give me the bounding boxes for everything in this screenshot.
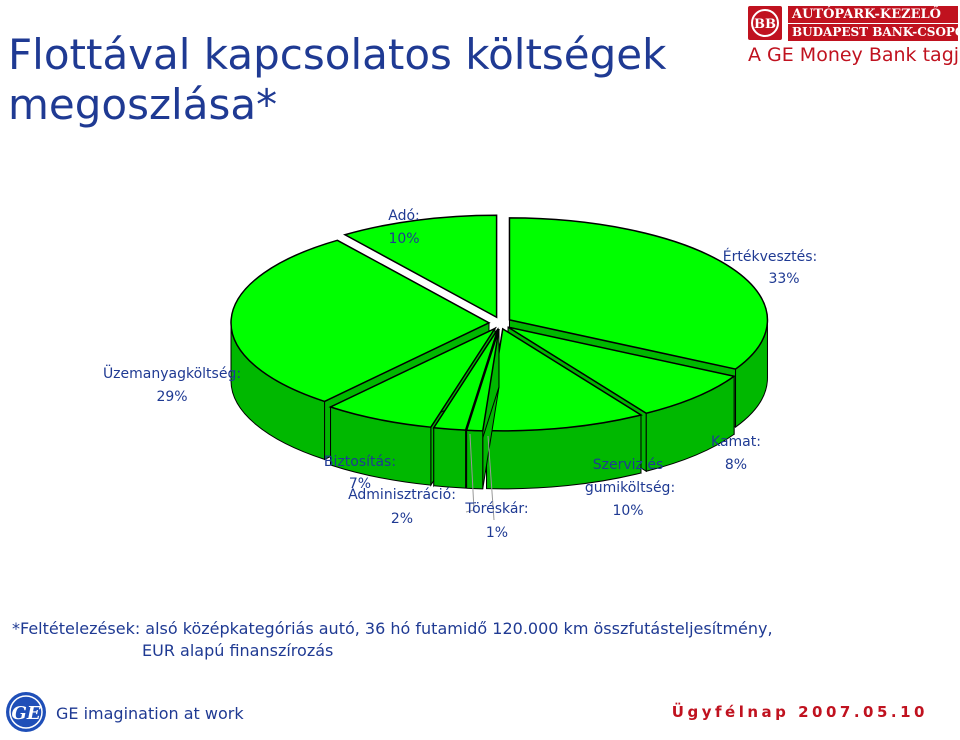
pie-slice-side <box>466 429 484 490</box>
pie-slice-top <box>328 326 498 428</box>
pie-slice-side <box>433 427 467 489</box>
pie-slice-top <box>230 239 491 403</box>
slice-label-adminisztracio: Adminisztráció: 2% <box>348 487 456 527</box>
slice-label-szerviz: Szerviz és gumiköltség: 10% <box>585 457 675 519</box>
slide-title: Flottával kapcsolatos költségek megoszlá… <box>8 30 667 129</box>
slice-label-toreskar: Töréskár: 1% <box>464 501 528 541</box>
slice-label-szerviz-name-1: Szerviz és <box>593 457 664 473</box>
pie-slices <box>230 214 769 490</box>
slice-label-szerviz-percent: 10% <box>612 503 643 519</box>
slice-label-szerviz-name-2: gumiköltség: <box>585 480 675 496</box>
slice-label-toreskar-percent: 1% <box>486 525 508 541</box>
ge-tagline: GE imagination at work <box>56 704 244 723</box>
slice-label-biztositas-percent: 7% <box>349 476 371 492</box>
slice-label-uzemanyag-percent: 29% <box>156 389 187 405</box>
assumptions-footnote: *Feltételezések: alsó középkategóriás au… <box>12 618 912 662</box>
pie-slice-szerviz-es-gumikoltseg <box>485 327 643 490</box>
autopark-brand-logo: BB AUTÓPARK-KEZELŐ BUDAPEST BANK-CSOPORT… <box>748 6 960 72</box>
ge-logo-icon: GE <box>4 690 48 734</box>
leader-lines <box>465 433 495 521</box>
brand-name-line2: BUDAPEST BANK-CSOPORT <box>788 24 960 41</box>
footnote-line-1: *Feltételezések: alsó középkategóriás au… <box>12 619 773 638</box>
slice-label-kamat-percent: 8% <box>725 457 747 473</box>
slice-label-ertekvesztes-percent: 33% <box>768 271 799 287</box>
pie-slice-top <box>432 328 499 431</box>
slice-label-adminisztracio-percent: 2% <box>391 511 413 527</box>
slice-label-toreskar-name: Töréskár: <box>464 501 528 517</box>
slice-label-uzemanyag: Üzemanyagköltség: 29% <box>103 364 241 405</box>
footnote-line-2: EUR alapú finanszírozás <box>142 641 334 660</box>
brand-tagline: A GE Money Bank tagja <box>748 44 960 66</box>
pie-slice-top <box>507 326 736 415</box>
brand-emblem-text: BB <box>754 17 776 32</box>
slice-label-adminisztracio-name: Adminisztráció: <box>348 487 456 503</box>
budapest-bank-emblem-icon: BB <box>748 6 782 40</box>
brand-name-line1: AUTÓPARK-KEZELŐ <box>788 6 958 23</box>
slice-label-biztositas-name: Biztosítás: <box>324 454 396 470</box>
pie-slice-top <box>342 214 498 319</box>
slice-label-ado-name: Adó: <box>388 208 420 224</box>
ge-logo-text: GE <box>11 703 40 724</box>
event-date: Ügyfélnap 2007.05.10 <box>671 703 928 721</box>
slice-label-ado: Adó: 10% <box>388 208 420 247</box>
slice-label-ado-percent: 10% <box>388 231 419 247</box>
cost-distribution-pie-chart: Értékvesztés: 33% Kamat: 8% Szerviz és g… <box>103 208 817 541</box>
slice-label-ertekvesztes: Értékvesztés: 33% <box>723 248 817 287</box>
slice-label-ertekvesztes-name: Értékvesztés: <box>723 248 817 265</box>
pie-slice-top <box>465 328 500 432</box>
slice-label-biztositas: Biztosítás: 7% <box>324 454 396 492</box>
pie-slice-ado <box>342 214 498 319</box>
pie-slice-top <box>485 327 643 432</box>
slice-label-kamat-name: Kamat: <box>711 434 761 450</box>
pie-slice-top <box>508 217 769 370</box>
slice-label-uzemanyag-name: Üzemanyagköltség: <box>103 364 241 382</box>
slice-label-kamat: Kamat: 8% <box>711 434 761 473</box>
